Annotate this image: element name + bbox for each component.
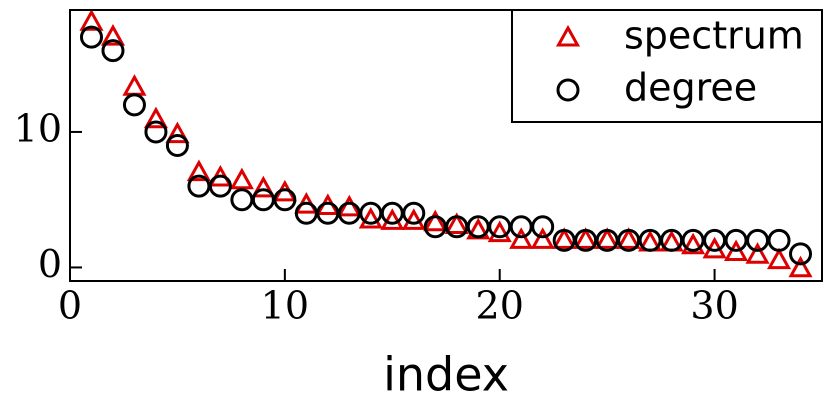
data-point xyxy=(767,228,791,252)
data-point xyxy=(766,247,792,270)
data-point xyxy=(230,188,254,212)
data-point xyxy=(681,232,706,255)
legend-box xyxy=(511,9,823,123)
data-point xyxy=(487,220,512,243)
plot-frame xyxy=(69,9,823,282)
data-point xyxy=(122,93,146,117)
data-point xyxy=(509,215,533,239)
y-tick-label: 10 xyxy=(14,106,62,150)
data-point xyxy=(552,227,577,249)
data-point xyxy=(616,227,641,249)
data-point xyxy=(788,255,813,278)
data-point xyxy=(101,39,125,63)
data-point xyxy=(208,174,232,198)
data-point xyxy=(79,25,103,49)
data-point xyxy=(530,227,555,249)
data-point xyxy=(401,208,426,230)
data-point xyxy=(79,9,104,31)
x-tick-label: 20 xyxy=(476,284,524,328)
data-point xyxy=(100,24,126,46)
data-point xyxy=(724,239,749,262)
data-point xyxy=(358,206,383,229)
data-point xyxy=(573,227,598,249)
data-point xyxy=(122,74,147,96)
legend-label: degree xyxy=(624,66,757,110)
data-point xyxy=(165,121,190,144)
data-point xyxy=(531,215,555,239)
data-point xyxy=(143,106,168,129)
y-tick-label: 0 xyxy=(38,242,62,286)
data-point xyxy=(423,209,448,232)
data-point xyxy=(229,167,254,190)
data-point xyxy=(165,134,189,157)
x-tick-label: 0 xyxy=(58,284,82,328)
data-point xyxy=(251,175,276,198)
legend-label: spectrum xyxy=(624,14,804,58)
x-tick-label: 30 xyxy=(690,284,738,328)
data-point xyxy=(359,201,383,225)
data-point xyxy=(444,212,469,234)
legend-marker xyxy=(556,78,580,102)
data-point xyxy=(402,201,426,225)
data-point xyxy=(273,188,297,212)
data-point xyxy=(380,208,405,230)
legend-marker xyxy=(555,24,581,47)
data-point xyxy=(509,227,534,249)
data-point xyxy=(144,120,168,144)
data-point xyxy=(745,242,770,264)
data-point xyxy=(595,227,620,249)
data-point xyxy=(251,188,275,212)
data-point xyxy=(488,215,512,239)
data-point xyxy=(186,159,211,182)
data-point xyxy=(789,242,813,266)
data-point xyxy=(337,194,362,217)
x-tick-label: 10 xyxy=(261,284,309,328)
x-axis-label: index xyxy=(383,348,509,402)
